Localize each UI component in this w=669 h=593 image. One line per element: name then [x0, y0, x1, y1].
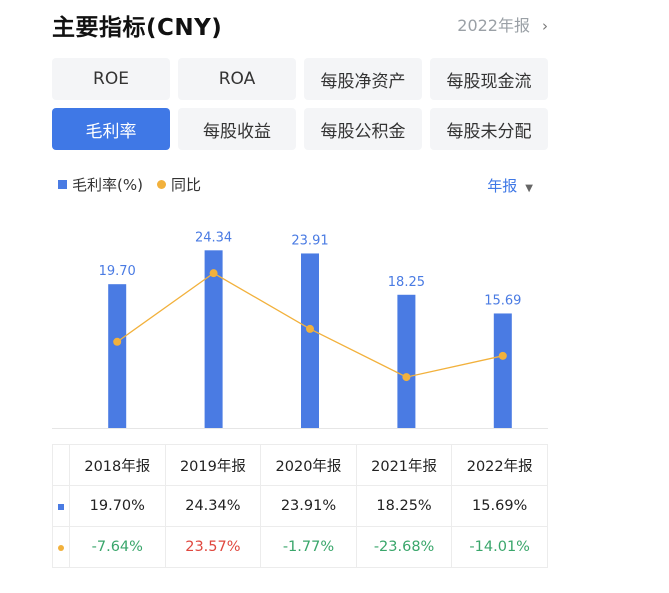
bar	[301, 253, 319, 428]
tab-capital-reserve[interactable]: 每股公积金	[304, 108, 422, 150]
table-cell: 23.91%	[260, 485, 357, 527]
table-header-cell: 2021年报	[355, 444, 453, 486]
tab-eps[interactable]: 每股收益	[178, 108, 296, 150]
period-selector[interactable]: 2022年报 ›	[457, 12, 548, 36]
frequency-dropdown[interactable]: 年报 ▼	[487, 175, 533, 196]
bar	[397, 294, 416, 428]
table-cell: -1.77%	[260, 526, 357, 568]
line-legend-swatch	[156, 180, 166, 189]
table-row-yoy: -7.64% 23.57% -1.77% -23.68% -14.01%	[52, 526, 548, 568]
header-marker-cell	[52, 444, 70, 486]
bar-value-label: 24.34	[195, 230, 232, 245]
bar-value-label: 19.70	[99, 264, 136, 279]
legend-bar-label: 毛利率(%)	[72, 176, 143, 194]
bar	[493, 313, 512, 428]
table-header-cell: 2019年报	[164, 444, 262, 486]
table-header-cell: 2018年报	[69, 444, 166, 486]
tab-roe[interactable]: ROE	[52, 58, 170, 100]
page-title: 主要指标(CNY)	[52, 15, 223, 41]
row-marker	[52, 526, 70, 568]
table-cell: 23.57%	[164, 526, 262, 568]
yoy-point	[209, 269, 218, 278]
period-label: 2022年报	[457, 16, 530, 35]
bar-value-label: 15.69	[484, 293, 521, 308]
row-marker	[52, 485, 70, 527]
table-cell: -23.68%	[355, 526, 453, 568]
tab-undistributed[interactable]: 每股未分配	[430, 108, 548, 150]
chart-legend: 毛利率(%) 同比	[58, 174, 201, 195]
table-header-cell: 2020年报	[260, 444, 357, 486]
line-marker-icon	[58, 545, 64, 551]
yoy-point	[402, 373, 411, 382]
table-cell: 15.69%	[451, 485, 548, 527]
tab-gross-margin[interactable]: 毛利率	[52, 108, 170, 150]
table-cell: 19.70%	[69, 485, 166, 527]
bar	[204, 250, 223, 428]
tab-cfps[interactable]: 每股现金流	[430, 58, 548, 100]
table-cell: -14.01%	[451, 526, 548, 568]
bar-marker-icon	[58, 504, 64, 510]
bar-value-label: 23.91	[291, 233, 328, 248]
bar-value-label: 18.25	[388, 275, 425, 290]
table-cell: 24.34%	[164, 485, 262, 527]
yoy-point	[498, 351, 507, 360]
table-row-gross-margin: 19.70% 24.34% 23.91% 18.25% 15.69%	[52, 485, 548, 527]
table-header-row: 2018年报 2019年报 2020年报 2021年报 2022年报	[52, 444, 548, 486]
table-header-cell: 2022年报	[451, 444, 548, 486]
chevron-right-icon: ›	[542, 17, 548, 35]
table-cell: -7.64%	[69, 526, 166, 568]
frequency-label: 年报	[487, 177, 518, 195]
tab-bvps[interactable]: 每股净资产	[304, 58, 422, 100]
tab-roa[interactable]: ROA	[178, 58, 296, 100]
bar	[108, 284, 127, 428]
data-table: 2018年报 2019年报 2020年报 2021年报 2022年报 19.70…	[52, 444, 548, 568]
yoy-point	[113, 337, 122, 346]
header: 主要指标(CNY) 2022年报 ›	[52, 8, 548, 41]
gross-margin-chart: 19.70 24.34 23.91 18.25 15.69	[52, 230, 548, 429]
caret-down-icon: ▼	[525, 183, 533, 194]
bar-legend-swatch	[58, 180, 67, 189]
yoy-point	[306, 324, 314, 333]
table-cell: 18.25%	[355, 485, 453, 527]
legend-line-label: 同比	[170, 176, 201, 194]
